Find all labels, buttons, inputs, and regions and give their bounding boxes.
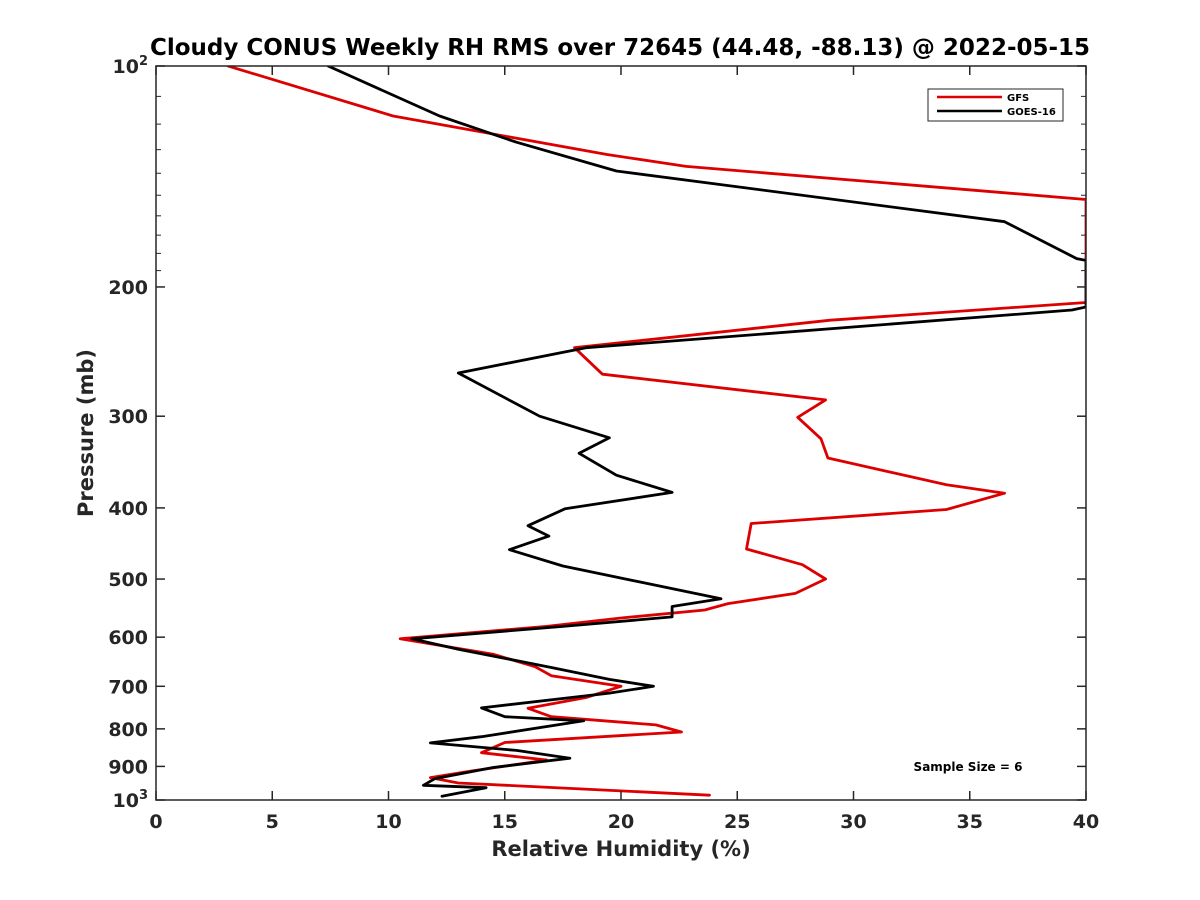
x-tick-label: 15 — [492, 811, 518, 833]
x-tick-label: 5 — [266, 811, 279, 833]
y-tick-label: 800 — [108, 719, 148, 741]
plot-series-layer — [226, 66, 1086, 798]
y-tick-label: 200 — [108, 277, 148, 299]
x-tick-label: 25 — [724, 811, 750, 833]
y-tick-label: 400 — [108, 498, 148, 520]
x-tick-label: 20 — [608, 811, 634, 833]
y-tick-label: 102 — [113, 54, 149, 78]
y-tick-label: 103 — [113, 788, 149, 812]
series-line-goes-16 — [326, 66, 1086, 798]
x-axis-ticks: 0 5 10 15 20 25 30 35 40 — [149, 66, 1099, 833]
x-tick-label: 40 — [1073, 811, 1099, 833]
x-tick-label: 35 — [957, 811, 983, 833]
legend-label-goes-16: GOES-16 — [1007, 107, 1056, 118]
x-tick-label: 0 — [149, 811, 162, 833]
x-tick-label: 10 — [375, 811, 401, 833]
x-axis-label: Relative Humidity (%) — [491, 837, 750, 861]
chart-title: Cloudy CONUS Weekly RH RMS over 72645 (4… — [150, 35, 1090, 61]
series-line-gfs — [226, 66, 1086, 797]
y-tick-label: 500 — [108, 569, 148, 591]
legend-box — [927, 88, 1064, 122]
x-tick-label: 30 — [840, 811, 866, 833]
legend: GFS GOES-16 — [927, 88, 1064, 122]
y-axis-ticks: 102 200 300 400 500 600 700 800 900 103 — [108, 54, 1086, 812]
y-axis-label: Pressure (mb) — [74, 349, 98, 517]
sample-size-annotation: Sample Size = 6 — [914, 760, 1023, 774]
y-tick-label: 900 — [108, 756, 148, 778]
y-tick-label: 600 — [108, 627, 148, 649]
legend-label-gfs: GFS — [1007, 93, 1029, 104]
y-tick-label: 700 — [108, 676, 148, 698]
y-tick-label: 300 — [108, 406, 148, 428]
